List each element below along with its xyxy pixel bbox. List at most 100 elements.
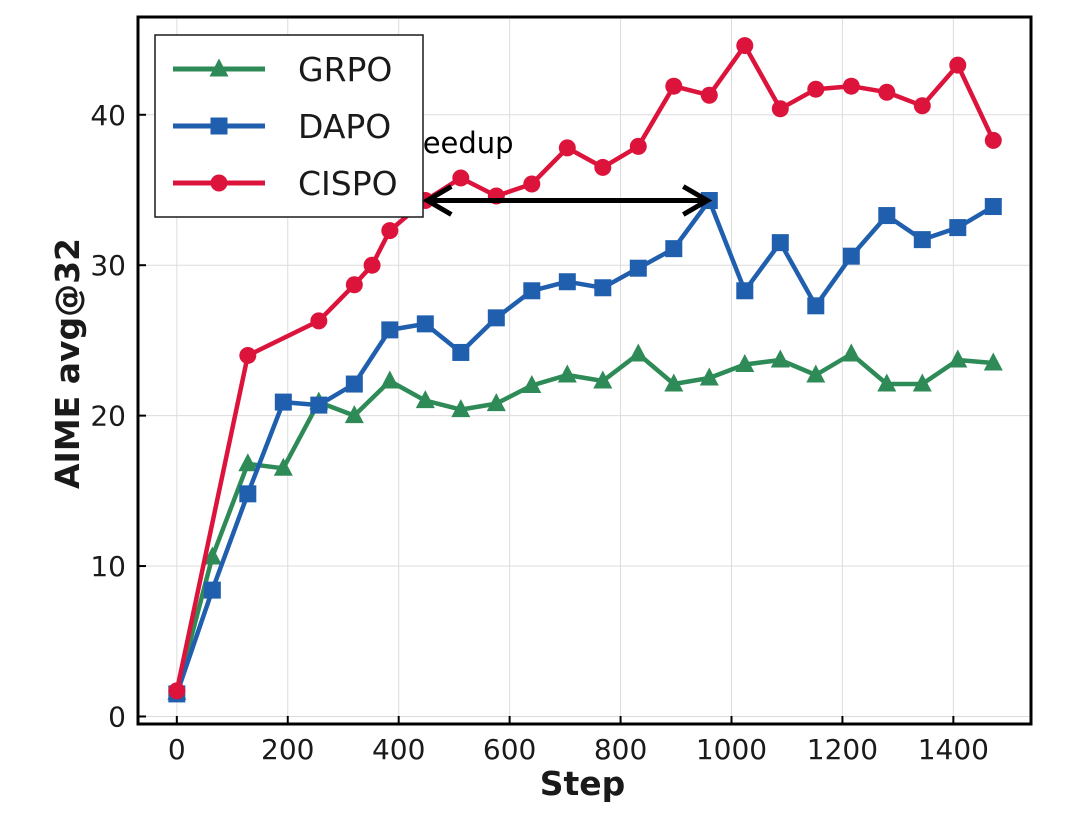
data-point-grpo <box>877 373 897 392</box>
data-point-dapo <box>665 240 683 258</box>
legend-label: GRPO <box>298 50 392 89</box>
y-tick-label: 20 <box>90 400 126 433</box>
legend-swatch-marker <box>209 58 229 77</box>
data-point-cispo <box>168 682 186 700</box>
speedup-arrow-head-left <box>422 184 453 217</box>
series-grpo <box>167 343 1003 700</box>
speedup-arrow-head-right <box>682 184 713 217</box>
data-point-cispo <box>629 137 647 155</box>
x-tick-label: 1400 <box>918 733 989 766</box>
x-tick-label: 1000 <box>696 733 767 766</box>
series-layer <box>167 37 1003 703</box>
x-tick-label: 600 <box>483 733 536 766</box>
series-line-dapo <box>174 198 996 697</box>
y-tick-label: 0 <box>108 700 126 733</box>
data-point-grpo <box>806 364 826 383</box>
legend-label: CISPO <box>298 164 398 203</box>
data-point-grpo <box>948 349 968 368</box>
data-point-grpo <box>664 373 684 392</box>
data-point-cispo <box>523 175 541 193</box>
data-point-cispo <box>736 37 754 55</box>
data-point-dapo <box>594 279 612 297</box>
data-point-grpo <box>628 343 648 362</box>
data-point-grpo <box>912 373 932 392</box>
legend-item-grpo: GRPO <box>173 50 392 89</box>
legend-swatch-marker <box>210 117 228 135</box>
y-tick-label: 40 <box>90 99 126 132</box>
data-point-dapo <box>203 581 221 599</box>
data-point-grpo <box>451 399 471 418</box>
data-point-cispo <box>452 169 470 187</box>
data-point-cispo <box>700 86 718 104</box>
legend-label: DAPO <box>298 107 391 146</box>
data-point-grpo <box>238 453 258 472</box>
data-point-dapo <box>381 321 399 339</box>
data-point-dapo <box>345 375 363 393</box>
y-tick-label: 30 <box>90 249 126 282</box>
data-point-cispo <box>878 83 896 101</box>
data-point-dapo <box>949 219 967 237</box>
data-point-dapo <box>771 234 789 252</box>
series-dapo <box>168 192 1002 703</box>
legend-swatch-marker <box>210 174 228 192</box>
y-axis-title: AIME avg@32 <box>48 238 87 489</box>
data-point-cispo <box>345 276 363 294</box>
legend-item-cispo: CISPO <box>173 164 398 203</box>
data-point-dapo <box>523 282 541 300</box>
data-point-grpo <box>841 343 861 362</box>
data-point-grpo <box>770 349 790 368</box>
y-tick-label: 10 <box>90 550 126 583</box>
data-point-grpo <box>735 353 755 372</box>
data-point-grpo <box>415 390 435 409</box>
data-point-dapo <box>239 485 257 503</box>
x-axis-title: Step <box>540 764 626 803</box>
x-tick-label: 1200 <box>807 733 878 766</box>
data-point-cispo <box>558 139 576 157</box>
legend-item-dapo: DAPO <box>173 107 391 146</box>
data-point-grpo <box>380 370 400 389</box>
data-point-cispo <box>239 346 257 364</box>
data-point-cispo <box>984 131 1002 149</box>
data-point-cispo <box>842 77 860 95</box>
data-point-dapo <box>807 297 825 315</box>
data-point-cispo <box>771 100 789 118</box>
data-point-grpo <box>983 352 1003 371</box>
data-point-cispo <box>949 56 967 74</box>
data-point-cispo <box>310 312 328 330</box>
data-point-cispo <box>807 80 825 98</box>
data-point-cispo <box>665 77 683 95</box>
data-point-dapo <box>736 282 754 300</box>
data-point-grpo <box>273 457 293 476</box>
data-point-dapo <box>913 231 931 249</box>
data-point-cispo <box>363 256 381 274</box>
data-point-dapo <box>984 198 1002 216</box>
data-point-cispo <box>594 158 612 176</box>
data-point-dapo <box>842 247 860 265</box>
data-point-dapo <box>310 396 328 414</box>
data-point-grpo <box>557 364 577 383</box>
plot-frame <box>136 15 1033 726</box>
data-point-dapo <box>452 343 470 361</box>
data-point-dapo <box>558 273 576 291</box>
data-point-grpo <box>522 375 542 394</box>
data-point-grpo <box>486 393 506 412</box>
data-point-grpo <box>593 370 613 389</box>
data-point-cispo <box>913 97 931 115</box>
data-point-dapo <box>878 207 896 225</box>
x-tick-label: 800 <box>594 733 647 766</box>
data-point-dapo <box>274 393 292 411</box>
x-tick-label: 0 <box>168 733 186 766</box>
tick-layer: 0 200 400 600 800 1000 1200 1400 0 10 20 30 40 <box>90 99 989 766</box>
data-point-dapo <box>629 259 647 277</box>
data-point-grpo <box>699 367 719 386</box>
data-point-grpo <box>202 546 222 565</box>
x-tick-label: 200 <box>261 733 314 766</box>
x-tick-label: 400 <box>372 733 425 766</box>
legend: GRPO DAPO CISPO <box>154 34 424 218</box>
data-point-grpo <box>344 405 364 424</box>
data-point-dapo <box>416 315 434 333</box>
data-point-cispo <box>381 222 399 240</box>
data-point-dapo <box>487 309 505 327</box>
